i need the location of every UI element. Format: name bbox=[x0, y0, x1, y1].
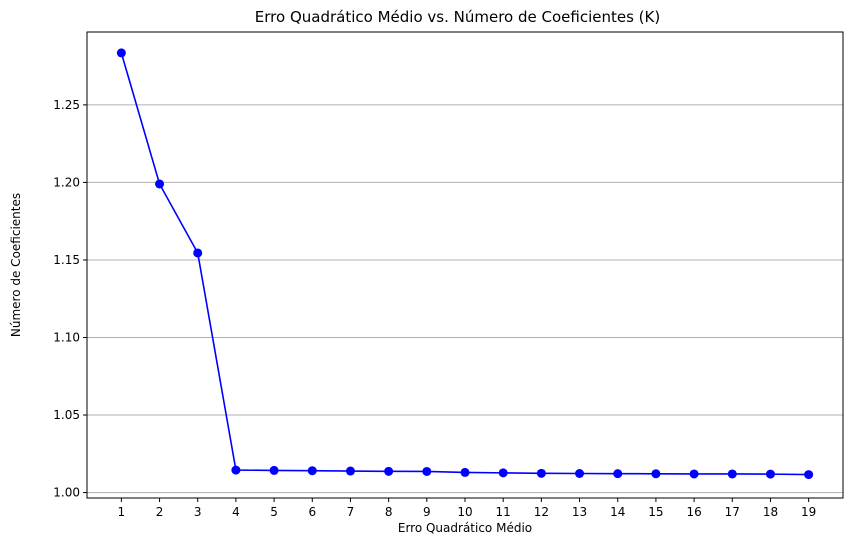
data-point bbox=[613, 469, 623, 479]
y-tick-label: 1.10 bbox=[53, 330, 80, 344]
x-tick-label: 12 bbox=[534, 505, 549, 519]
x-tick-label: 11 bbox=[496, 505, 511, 519]
x-tick-label: 14 bbox=[610, 505, 625, 519]
data-point bbox=[155, 179, 165, 189]
x-tick-label: 7 bbox=[347, 505, 355, 519]
grid-layer bbox=[87, 104, 843, 494]
data-point bbox=[498, 468, 508, 478]
data-point bbox=[345, 466, 355, 476]
x-tick-label: 18 bbox=[763, 505, 778, 519]
y-tick-label: 1.00 bbox=[53, 486, 80, 500]
x-tick-label: 6 bbox=[308, 505, 316, 519]
y-axis-label: Número de Coeficientes bbox=[9, 193, 23, 337]
x-tick-label: 9 bbox=[423, 505, 431, 519]
x-tick-label: 17 bbox=[725, 505, 740, 519]
series-layer bbox=[116, 48, 814, 480]
data-point bbox=[727, 469, 737, 479]
data-point bbox=[765, 469, 775, 479]
data-point bbox=[460, 467, 470, 477]
x-tick-label: 13 bbox=[572, 505, 587, 519]
y-tick-label: 1.25 bbox=[53, 98, 80, 112]
x-tick-label: 10 bbox=[457, 505, 472, 519]
y-tick-label: 1.20 bbox=[53, 175, 80, 189]
chart-title: Erro Quadrático Médio vs. Número de Coef… bbox=[255, 8, 660, 26]
data-point bbox=[536, 468, 546, 478]
y-tick-label: 1.05 bbox=[53, 408, 80, 422]
x-axis: 1 2 3 4 5 6 7 8 9 10 11 12 13 14 15 16 17 18 19 bbox=[118, 498, 816, 519]
x-axis-label: Erro Quadrático Médio bbox=[398, 521, 532, 535]
data-point bbox=[384, 466, 394, 476]
data-point bbox=[231, 465, 241, 475]
x-tick-label: 16 bbox=[686, 505, 701, 519]
data-point bbox=[116, 48, 126, 58]
data-point bbox=[422, 466, 432, 476]
data-point bbox=[307, 466, 317, 476]
series-line bbox=[120, 52, 809, 476]
x-tick-label: 5 bbox=[270, 505, 278, 519]
data-point bbox=[269, 465, 279, 475]
x-tick-label: 15 bbox=[648, 505, 663, 519]
x-tick-label: 3 bbox=[194, 505, 202, 519]
data-point bbox=[804, 470, 814, 480]
y-axis: 1.00 1.05 1.10 1.15 1.20 1.25 bbox=[53, 98, 87, 500]
data-point bbox=[575, 468, 585, 478]
x-tick-label: 1 bbox=[118, 505, 126, 519]
y-tick-label: 1.15 bbox=[53, 253, 80, 267]
x-tick-label: 8 bbox=[385, 505, 393, 519]
data-point bbox=[651, 469, 661, 479]
x-tick-label: 2 bbox=[156, 505, 164, 519]
x-tick-label: 4 bbox=[232, 505, 240, 519]
data-point bbox=[193, 248, 203, 258]
data-point bbox=[689, 469, 699, 479]
x-tick-label: 19 bbox=[801, 505, 816, 519]
